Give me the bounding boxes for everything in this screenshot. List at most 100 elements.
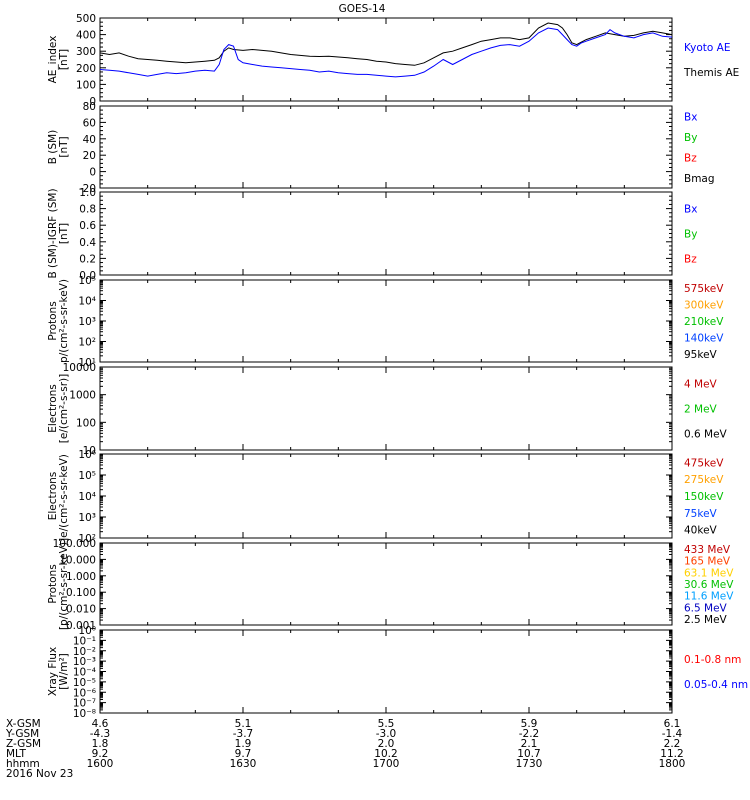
y-tick-label: 1.000	[66, 571, 96, 583]
y-tick-label: 0	[89, 167, 96, 179]
y-tick-label: 0.001	[66, 620, 96, 632]
legend-entry: 0.6 MeV	[684, 429, 728, 441]
y-tick-label: 10³	[78, 316, 96, 328]
x-axis-value: 2.0	[378, 738, 395, 750]
y-tick-label: 10⁻⁴	[73, 667, 96, 679]
y-tick-label: 10⁴	[78, 296, 96, 308]
y-tick-label: 20	[83, 150, 96, 162]
panel-bsm: -20 0 20 40 60 80 B (SM)[nT] Bx By Bz Bmag	[47, 101, 715, 195]
y-tick-label: 0.0	[79, 270, 96, 282]
legend-entry: 300keV	[684, 300, 724, 312]
y-tick-label: 10⁴	[78, 491, 96, 503]
legend-entry: 2 MeV	[684, 404, 718, 416]
x-axis-value: 1.9	[235, 738, 252, 750]
y-axis-label: Electrons[e/(cm²-s-sr)]	[47, 374, 70, 443]
y-tick-label: 10⁵	[78, 275, 96, 287]
y-tick-label: 200	[76, 63, 96, 75]
y-tick-label: 10⁵	[78, 470, 96, 482]
legend-entry: 63.1 MeV	[684, 567, 734, 579]
x-axis-value: -3.7	[233, 728, 254, 740]
legend-entry: 6.5 MeV	[684, 602, 728, 614]
x-axis-value: 5.9	[521, 718, 538, 730]
legend-entry: 0.1-0.8 nm	[684, 654, 741, 666]
x-axis-value: -3.0	[376, 728, 397, 740]
y-tick-label: 10²	[78, 533, 96, 545]
x-axis-value: 1800	[659, 758, 686, 770]
x-axis-value: 11.2	[660, 748, 683, 760]
legend-entry: 275keV	[684, 474, 724, 486]
legend-entry: 95keV	[684, 349, 718, 361]
y-tick-label: 10⁻⁶	[73, 687, 96, 699]
legend-entry: 4 MeV	[684, 379, 718, 391]
y-axis-label: Electronse/(cm²-s-sr-keV)	[47, 454, 70, 538]
y-tick-label: 40	[83, 134, 96, 146]
x-axis-value: 1700	[373, 758, 400, 770]
x-axis-row-label: Z-GSM	[6, 738, 41, 750]
legend-entry: By	[684, 132, 697, 144]
legend-entry: 475keV	[684, 457, 724, 469]
legend-entry: 2.5 MeV	[684, 614, 728, 626]
y-axis-label: B (SM)-IGRF (SM)[nT]	[47, 188, 70, 278]
y-tick-label: 0.100	[66, 587, 96, 599]
y-axis-label: AE_index[nT]	[47, 36, 70, 84]
y-tick-label: 0.6	[79, 220, 96, 232]
panel-protons2: 0.001 0.010 0.100 1.000 10.000 100.000Protons…	[47, 538, 734, 632]
legend-entry: 433 MeV	[684, 544, 731, 556]
date-label: 2016 Nov 23	[6, 768, 73, 780]
y-tick-label: 0	[89, 96, 96, 108]
x-axis-value: 2.1	[521, 738, 538, 750]
x-axis-value: 1630	[230, 758, 257, 770]
y-tick-label: 10²	[78, 337, 96, 349]
panel-frame	[99, 191, 673, 276]
x-axis-value: 9.7	[235, 748, 252, 760]
x-axis-value: -2.2	[519, 728, 540, 740]
panel-bigrf: 0.0 0.2 0.4 0.6 0.8 1.0 B (SM)-IGRF (SM)[nT] Bx…	[47, 187, 697, 282]
y-tick-label: 0.4	[79, 237, 96, 249]
y-tick-label: 100.000	[53, 538, 96, 550]
y-tick-label: 1000	[69, 390, 96, 402]
y-tick-label: 10¹	[78, 357, 96, 369]
y-tick-label: -20	[79, 183, 96, 195]
y-tick-label: 0.8	[79, 204, 96, 216]
x-axis-value: 9.2	[92, 748, 109, 760]
legend-entry: 165 MeV	[684, 556, 731, 568]
y-tick-label: 500	[76, 13, 96, 25]
y-tick-label: 80	[83, 101, 96, 113]
y-tick-label: 10.000	[59, 554, 96, 566]
x-axis-value: -4.3	[90, 728, 111, 740]
y-tick-label: 1.0	[79, 187, 96, 199]
legend-entry: 150keV	[684, 491, 724, 503]
y-tick-label: 400	[76, 30, 96, 42]
x-axis-value: 1730	[516, 758, 543, 770]
x-axis-value: 6.1	[664, 718, 681, 730]
panel-frame	[99, 279, 673, 363]
y-tick-label: 100	[76, 417, 96, 429]
legend-entry: Themis AE	[683, 67, 739, 79]
legend-entry: 30.6 MeV	[684, 579, 734, 591]
legend-entry: 40keV	[684, 525, 718, 537]
legend-entry: Bz	[684, 254, 697, 266]
x-axis-value: 2.2	[664, 738, 681, 750]
x-axis-value: 1.8	[92, 738, 109, 750]
x-axis-row-label: X-GSM	[6, 718, 41, 730]
panel-ae: 0 100 200 300 400 500 AE_index[nT] Kyoto AE Them…	[47, 13, 739, 108]
x-axis-row-label: hhmm	[6, 758, 40, 770]
y-tick-label: 10⁻²	[73, 646, 96, 658]
y-axis-label: Protons[p/(cm²-s-sr-keV)]	[47, 538, 70, 630]
y-tick-label: 10⁻³	[73, 656, 96, 668]
y-tick-label: 10⁻⁸	[73, 708, 96, 720]
series-line-kyoto-ae	[99, 27, 673, 78]
y-tick-label: 0.2	[79, 253, 96, 265]
legend-entry: Kyoto AE	[684, 42, 730, 54]
y-axis-label: Xray Flux[W/m²]	[47, 647, 70, 696]
x-axis-row-label: MLT	[6, 748, 26, 760]
legend-entry: Bz	[684, 152, 697, 164]
y-tick-label: 10⁻⁷	[73, 698, 96, 710]
panel-frame	[99, 542, 673, 626]
legend-entry: 11.6 MeV	[684, 591, 734, 603]
y-tick-label: 10	[83, 445, 96, 457]
legend-entry: 75keV	[684, 508, 718, 520]
y-tick-label: 0.010	[66, 604, 96, 616]
x-axis-value: -1.4	[662, 728, 683, 740]
